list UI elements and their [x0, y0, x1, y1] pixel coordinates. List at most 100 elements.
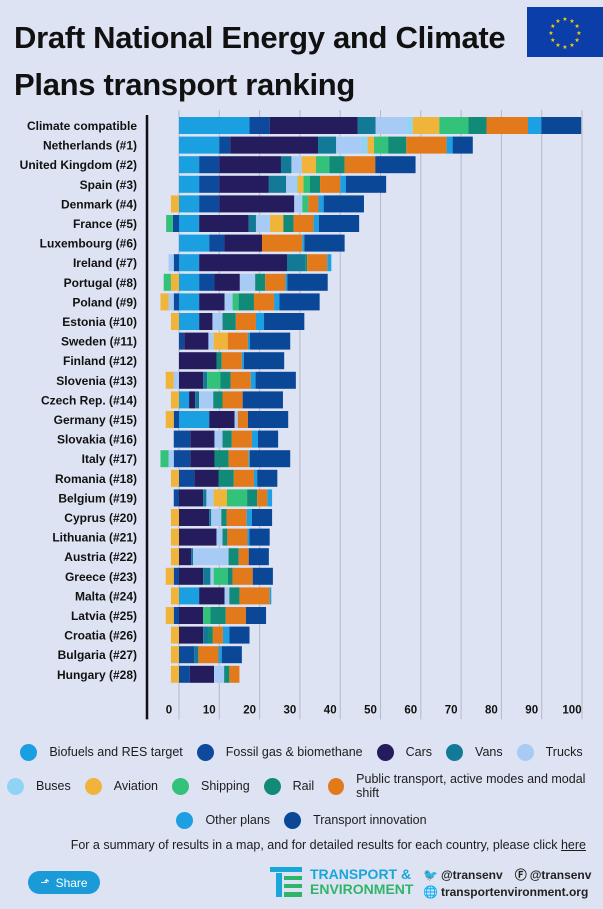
bar-segment — [203, 626, 209, 644]
bar-segment-negative — [170, 313, 179, 330]
legend-item[interactable]: Rail — [263, 777, 314, 795]
bar-segment — [291, 156, 302, 174]
bar-segment — [209, 411, 235, 428]
bar-segment — [249, 117, 270, 134]
bar-segment — [388, 136, 407, 154]
bar-segment — [245, 607, 267, 624]
bar-segment — [247, 489, 258, 507]
te-logo[interactable]: TRANSPORT & ENVIRONMENT — [270, 867, 413, 897]
legend-item[interactable]: Aviation — [84, 777, 158, 795]
bar-segment — [361, 136, 368, 154]
bar-segment — [179, 469, 195, 487]
x-tick-label: 0 — [166, 704, 172, 716]
bar-segment — [226, 509, 247, 526]
bar-segment — [297, 175, 304, 193]
bar-segment — [248, 215, 256, 232]
bar-segment — [302, 234, 305, 252]
legend-item[interactable]: Vans — [446, 743, 503, 761]
bar-segment-negative — [170, 273, 179, 291]
bar-segment — [230, 136, 319, 154]
bar-segment-negative — [173, 411, 179, 428]
bar-segment — [199, 215, 249, 232]
bar-segment — [219, 136, 231, 154]
bar-segment — [209, 234, 225, 252]
legend-item[interactable]: Transport innovation — [284, 811, 427, 829]
bar-segment — [257, 489, 268, 507]
bar-segment — [320, 175, 341, 193]
bar-segment — [216, 528, 223, 546]
bar-segment — [199, 273, 215, 291]
twitter-icon: 🐦 — [423, 868, 438, 882]
legend-row: Buses Aviation Shipping Rail Public transpor… — [0, 769, 603, 803]
bar-segment-negative — [168, 450, 174, 468]
bar-segment — [214, 450, 229, 468]
footer-note-text: For a summary of results in a map, and f… — [70, 838, 561, 852]
bar-segment — [222, 313, 236, 330]
bar-segment — [229, 665, 240, 683]
bar-segment — [255, 273, 266, 291]
here-link[interactable]: here — [560, 838, 586, 852]
flag-star: ★ — [555, 42, 560, 49]
bar-segment-negative — [170, 391, 179, 409]
bar-segment — [304, 234, 345, 252]
bar-segment — [242, 391, 283, 409]
legend-dot-icon — [263, 777, 281, 795]
legend-item[interactable]: Cars — [376, 743, 433, 761]
bar-segment — [255, 313, 265, 330]
bar-segment — [344, 156, 376, 174]
bar-segment — [189, 665, 215, 683]
bar-segment — [206, 489, 214, 507]
bar-segment — [243, 352, 285, 370]
category-label: Estonia (#10) — [62, 315, 137, 329]
bar-segment — [248, 548, 269, 566]
bar-segment — [303, 175, 310, 193]
category-label: Hungary (#28) — [57, 668, 137, 682]
category-label: Romania (#18) — [55, 472, 137, 486]
legend-label: Biofuels and RES target — [49, 745, 183, 759]
x-tick-label: 90 — [525, 704, 538, 716]
legend-item[interactable]: Buses — [7, 777, 71, 795]
legend-item[interactable]: Biofuels and RES target — [20, 743, 183, 761]
bar-segment — [199, 195, 220, 213]
bar-segment — [293, 215, 314, 232]
bar-segment — [238, 293, 254, 311]
legend-item[interactable]: Other plans — [176, 811, 270, 829]
website-link[interactable]: transportenvironment.org — [440, 885, 589, 899]
bar-segment — [221, 646, 242, 664]
facebook-handle[interactable]: @transenv — [529, 868, 592, 882]
legend-item[interactable]: Fossil gas & biomethane — [196, 743, 363, 761]
bar-segment — [527, 117, 542, 134]
bar-segment — [235, 313, 256, 330]
bar-segment — [318, 215, 360, 232]
bar-segment — [179, 215, 200, 232]
x-tick-label: 10 — [203, 704, 216, 716]
share-button[interactable]: ⬏ Share — [28, 871, 100, 894]
category-label: Croatia (#26) — [64, 629, 137, 643]
bar-segment — [323, 195, 364, 213]
legend-label: Public transport, active modes and modal… — [356, 772, 586, 800]
legend-item[interactable]: Trucks — [516, 743, 583, 761]
legend-label: Cars — [405, 745, 433, 759]
twitter-handle[interactable]: @transenv — [440, 868, 503, 882]
bar-segment — [327, 254, 332, 272]
bar-segment — [274, 293, 280, 311]
legend-dot-icon — [196, 743, 214, 761]
legend-item[interactable]: Shipping — [172, 777, 250, 795]
bar-segment-negative — [170, 665, 179, 683]
bar-segment — [231, 430, 252, 448]
bar-segment — [199, 313, 213, 330]
flag-star: ★ — [550, 23, 555, 30]
legend-item[interactable]: Public transport, active modes and modal… — [328, 772, 596, 800]
bar-segment — [213, 567, 228, 585]
bar-segment-negative — [173, 450, 179, 468]
x-tick-label: 60 — [404, 704, 417, 716]
bar-segment — [203, 489, 207, 507]
bar-segment — [211, 509, 222, 526]
category-label: France (#5) — [73, 217, 137, 231]
bar-segment-negative — [173, 430, 179, 448]
bar-segment — [248, 450, 250, 468]
bar-segment-negative — [173, 567, 179, 585]
bar-segment — [270, 215, 284, 232]
category-label: Germany (#15) — [54, 413, 137, 427]
bar-segment — [249, 528, 270, 546]
